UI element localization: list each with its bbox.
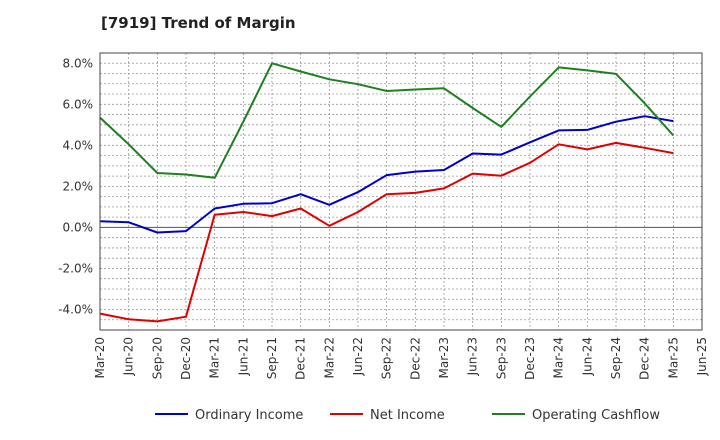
x-tick-label: Jun-25 (695, 337, 709, 376)
series-lines (99, 62, 675, 323)
x-tick-label: Jun-21 (236, 337, 250, 376)
x-tick-label: Mar-25 (666, 337, 680, 378)
y-tick-label: 0.0% (63, 220, 94, 234)
chart-title: [7919] Trend of Margin (101, 14, 296, 32)
x-tick-label: Sep-21 (265, 337, 279, 379)
x-tick-label: Sep-23 (494, 337, 508, 379)
x-tick-label: Jun-23 (466, 337, 480, 376)
legend-label-operating-cashflow: Operating Cashflow (532, 408, 660, 423)
x-axis-ticks: Mar-20 Jun-20 Sep-20 Dec-20 Mar-21 Jun-21 Sep-… (93, 337, 709, 380)
legend-label-net-income: Net Income (370, 408, 445, 423)
x-tick-label: Mar-23 (437, 337, 451, 378)
series-line-operating-cashflow (99, 62, 675, 179)
x-tick-label: Mar-22 (322, 337, 336, 378)
x-tick-label: Dec-20 (179, 337, 193, 380)
y-tick-label: 6.0% (63, 97, 94, 111)
x-tick-label: Sep-20 (150, 337, 164, 379)
x-tick-label: Jun-20 (122, 337, 136, 376)
x-tick-label: Dec-24 (638, 337, 652, 380)
x-tick-label: Sep-22 (380, 337, 394, 379)
y-tick-label: 8.0% (63, 56, 94, 70)
grid (100, 52, 702, 331)
x-tick-label: Jun-22 (351, 337, 365, 376)
y-tick-label: 2.0% (63, 179, 94, 193)
x-tick-label: Jun-24 (580, 337, 594, 376)
x-tick-label: Mar-21 (208, 337, 222, 378)
x-tick-label: Dec-22 (408, 337, 422, 380)
y-axis-ticks: 8.0% 6.0% 4.0% 2.0% 0.0% -2.0% -4.0% (58, 56, 93, 316)
x-tick-label: Mar-20 (93, 337, 107, 378)
series-line-net-income (99, 141, 674, 323)
y-tick-label: -2.0% (58, 261, 93, 275)
series-line-ordinary-income (99, 115, 674, 234)
y-tick-label: -4.0% (58, 302, 93, 316)
legend: Ordinary Income Net Income Operating Cashf… (155, 408, 660, 423)
plot-area-frame (99, 52, 703, 331)
x-tick-label: Dec-21 (294, 337, 308, 380)
x-tick-label: Mar-24 (552, 337, 566, 378)
x-tick-label: Sep-24 (609, 337, 623, 379)
y-tick-label: 4.0% (63, 138, 94, 152)
legend-label-ordinary-income: Ordinary Income (195, 408, 303, 423)
x-tick-label: Dec-23 (523, 337, 537, 380)
